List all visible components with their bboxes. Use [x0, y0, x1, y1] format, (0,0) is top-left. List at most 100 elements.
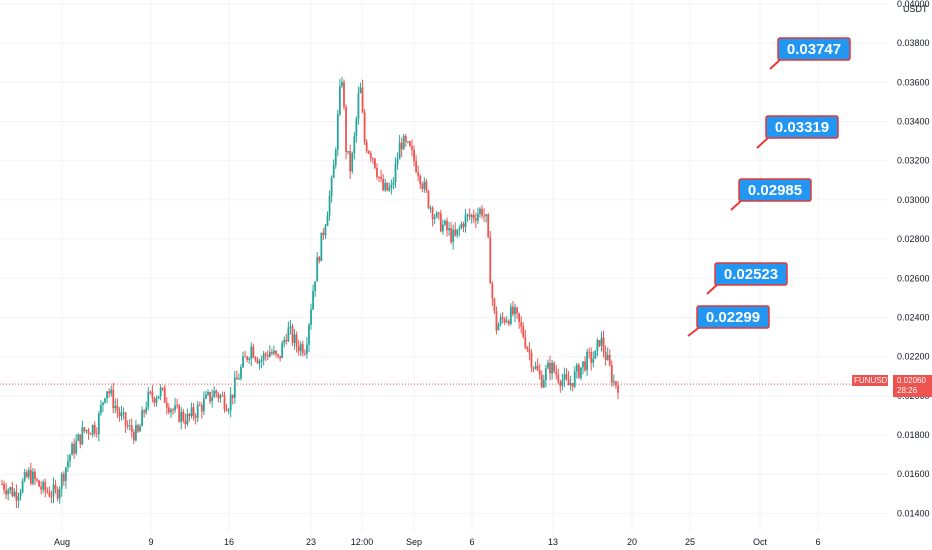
candle-body	[217, 393, 220, 399]
candle-body	[588, 351, 591, 353]
candle-body	[454, 229, 457, 236]
candle-body	[563, 374, 566, 381]
candle-body	[376, 167, 378, 177]
x-tick-label: 13	[548, 537, 558, 547]
candle-body	[514, 307, 516, 315]
candle-body	[509, 306, 512, 325]
candle-body	[361, 87, 364, 113]
candle-body	[594, 350, 597, 359]
y-tick-label: 0.01800	[897, 430, 930, 440]
candle-body	[349, 151, 352, 172]
candle-body	[598, 340, 601, 346]
candle-body	[108, 391, 111, 394]
candle-body	[93, 424, 96, 434]
callout-box	[777, 37, 851, 61]
callout-box	[696, 305, 770, 329]
candle-body	[411, 146, 413, 150]
candle-body	[586, 351, 588, 371]
candle-body	[487, 214, 490, 238]
y-tick-label: 0.02600	[897, 273, 930, 283]
target-value: 0.02299	[706, 309, 760, 326]
candle-body	[446, 220, 448, 231]
candle-body	[573, 371, 576, 387]
candle-body	[384, 182, 387, 191]
candle-body	[85, 430, 88, 432]
candle-body	[501, 317, 504, 319]
candle-body	[584, 361, 586, 371]
candle-body	[128, 425, 131, 427]
callout-box	[765, 115, 839, 139]
candle-body	[118, 410, 121, 417]
candle-body	[602, 337, 605, 352]
candle-body	[130, 425, 133, 433]
x-tick-label: 16	[224, 537, 234, 547]
candle-body	[353, 136, 356, 154]
candle-body	[180, 411, 183, 422]
target-value: 0.03747	[787, 41, 841, 58]
candle-body	[330, 177, 333, 196]
price-axis: USDT 0.04000 0.03800 0.03600 0.03400 0.03200…	[888, 0, 932, 550]
candle-body	[81, 427, 84, 445]
candle-body	[567, 378, 570, 386]
target-value: 0.02523	[724, 266, 778, 283]
callout-box	[738, 178, 812, 202]
candle-body	[7, 490, 10, 495]
candle-body	[538, 370, 541, 376]
candle-body	[499, 317, 502, 325]
candle-body	[83, 427, 86, 431]
candle-body	[571, 383, 574, 387]
candle-body	[106, 391, 108, 399]
candle-body	[198, 404, 201, 406]
candle-body	[50, 496, 53, 498]
target-value: 0.03319	[775, 119, 829, 136]
candle-body	[555, 371, 558, 375]
y-tick-label: 0.04000	[897, 0, 930, 9]
candle-body	[483, 215, 485, 217]
candle-body	[141, 410, 143, 427]
candle-body	[373, 158, 376, 168]
candle-body	[341, 82, 343, 87]
candle-body	[421, 184, 424, 189]
candle-body	[42, 481, 45, 490]
candle-body	[423, 181, 426, 189]
candle-body	[540, 375, 543, 388]
candle-body	[114, 405, 117, 409]
candle-body	[137, 425, 139, 432]
candle-body	[338, 86, 341, 115]
candle-body	[186, 414, 189, 424]
target-callout: 0.02985	[730, 178, 812, 211]
candle-body	[470, 214, 473, 217]
candle-body	[477, 214, 479, 221]
candle-body	[301, 344, 304, 354]
candle-body	[310, 309, 312, 325]
candle-body	[258, 361, 261, 364]
candle-body	[56, 489, 59, 499]
candle-body	[67, 461, 69, 468]
candle-body	[281, 343, 284, 359]
candle-body	[336, 114, 339, 150]
candle-body	[190, 407, 193, 417]
candle-body	[69, 455, 71, 462]
candle-body	[345, 106, 347, 153]
time-axis: Aug 9 16 23 12:00 Sep 6 13 20 25 Oct 6	[0, 533, 932, 550]
candle-body	[21, 480, 24, 493]
candle-body	[182, 411, 185, 421]
candle-body	[367, 151, 370, 154]
candle-body	[145, 407, 148, 413]
candle-body	[324, 225, 327, 236]
y-tick-label: 0.02200	[897, 352, 930, 362]
candle-body	[192, 407, 195, 417]
candle-body	[62, 474, 65, 482]
y-tick-label: 0.03400	[897, 116, 930, 126]
target-callout: 0.03747	[769, 37, 851, 70]
candle-body	[32, 471, 34, 484]
candle-body	[592, 358, 595, 363]
candle-body	[277, 354, 279, 356]
candle-body	[489, 237, 492, 284]
candle-body	[472, 214, 475, 219]
candle-body	[71, 443, 73, 456]
candle-body	[248, 358, 251, 360]
target-callout: 0.03319	[756, 115, 839, 149]
symbol-tag: FUNUSDT	[854, 376, 892, 385]
